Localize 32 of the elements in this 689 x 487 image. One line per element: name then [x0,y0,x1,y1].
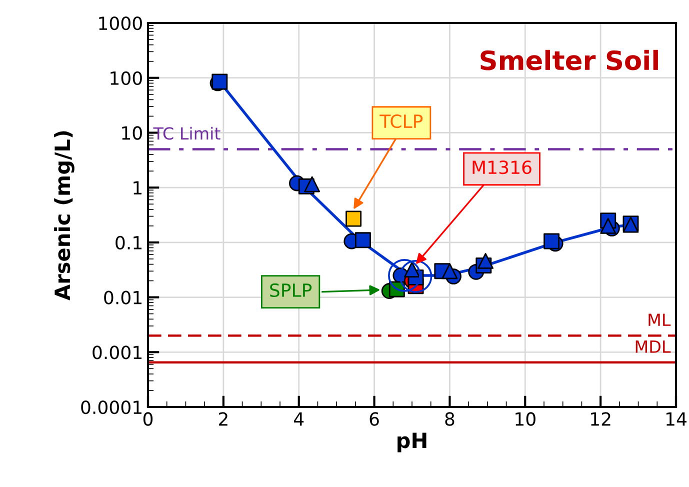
ref-line-label: MDL [636,340,671,353]
x-tick-label: 8 [445,412,454,426]
y-tick-label: 0.01 [104,290,142,304]
annotation: SPLP [270,283,312,298]
y-tick-label: 100 [110,71,142,85]
point [304,176,320,192]
x-axis-title: pH [398,432,426,452]
y-axis-title: Arsenic (mg/L) [54,131,74,300]
x-tick-label: 10 [516,412,536,426]
ref-line-label: TC Limit [153,126,220,140]
x-tick-label: 14 [666,412,686,426]
y-tick-label: 0.1 [116,236,142,250]
point [600,218,616,234]
y-tick-label: 10 [122,126,142,140]
annotation: Smelter Soil [480,50,658,70]
x-tick-label: 6 [370,412,379,426]
annotation: TCLP [380,114,423,128]
x-tick-label: 2 [219,412,228,426]
y-tick-label: 1000 [99,16,142,30]
y-tick-label: 0.0001 [81,400,142,414]
point [544,233,560,250]
ref-line-label: ML [648,314,671,326]
x-tick-label: 12 [591,412,610,426]
point [442,263,458,280]
x-tick-label: 0 [143,412,153,426]
y-tick-label: 0.001 [92,346,142,360]
point [354,232,371,248]
x-tick-label: 4 [294,412,304,426]
y-tick-label: 1 [134,181,142,194]
point [478,252,494,269]
annotation: M1316 [472,160,532,174]
point [346,210,362,227]
